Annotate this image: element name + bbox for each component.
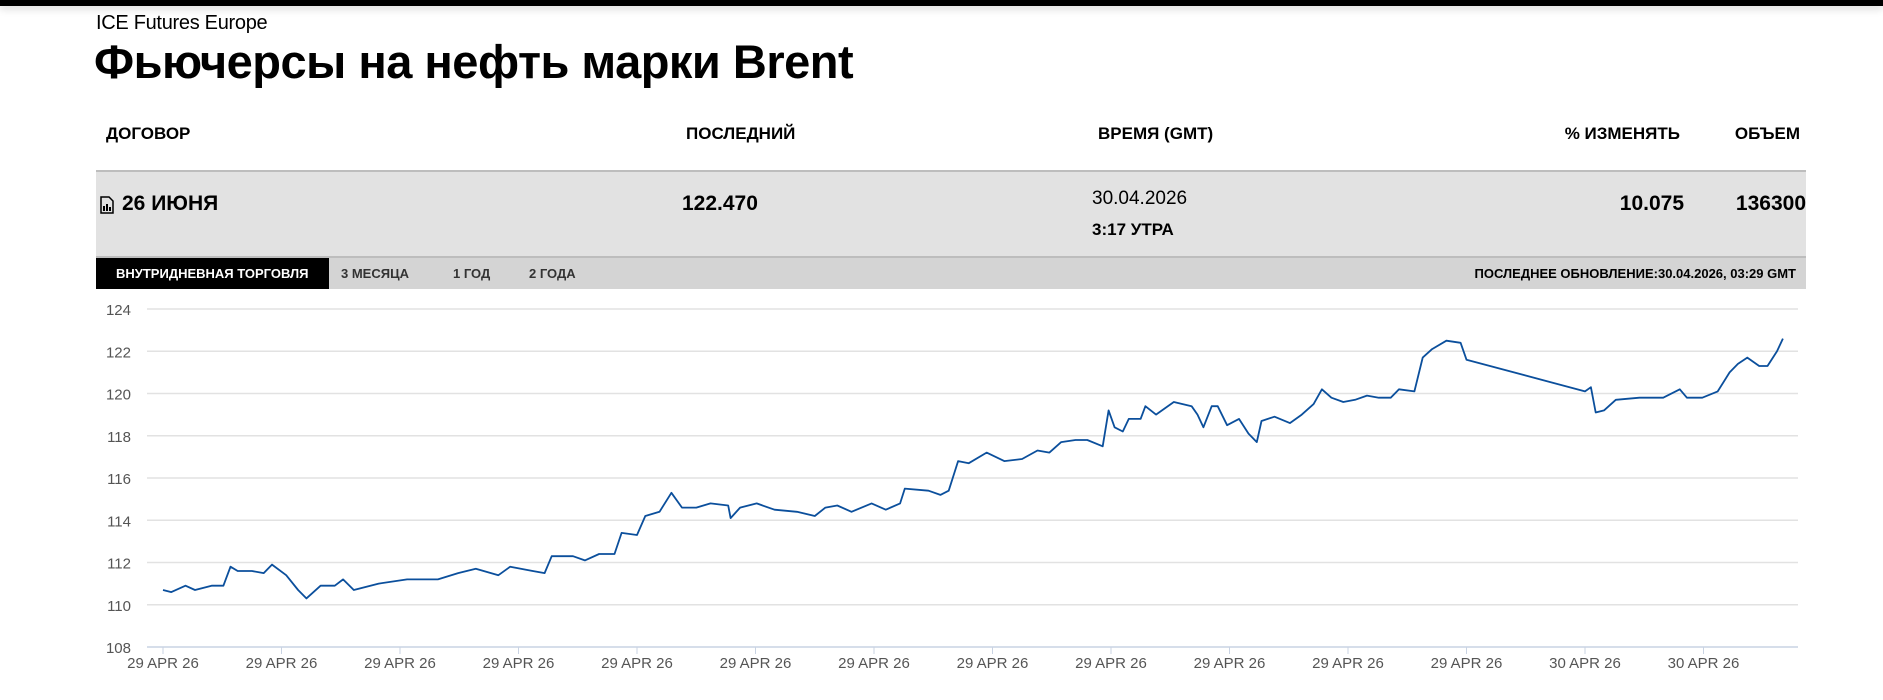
x-tick-label: 29 APR 26 <box>957 655 1029 672</box>
column-header-volume: ОБЪЕМ <box>1734 124 1800 143</box>
y-tick-label: 120 <box>106 387 131 404</box>
trade-date: 30.04.2026 <box>1092 188 1188 209</box>
column-header-last: ПОСЛЕДНИЙ <box>686 124 796 143</box>
column-header-contract: ДОГОВОР <box>106 124 191 143</box>
tab-3-months[interactable]: 3 МЕСЯЦА <box>341 266 409 281</box>
x-tick-label: 30 APR 26 <box>1668 655 1740 672</box>
y-tick-label: 110 <box>107 598 131 615</box>
percent-change: 10.075 <box>1619 192 1684 215</box>
tab-2-years[interactable]: 2 ГОДА <box>529 266 576 281</box>
x-tick-label: 29 APR 26 <box>1075 655 1147 672</box>
volume: 136300 <box>1735 192 1806 215</box>
y-tick-label: 122 <box>106 344 131 361</box>
y-tick-label: 112 <box>107 556 131 573</box>
x-tick-label: 29 APR 26 <box>838 655 910 672</box>
x-tick-label: 29 APR 26 <box>720 655 792 672</box>
price-line <box>162 338 1784 600</box>
chart-doc-icon[interactable] <box>100 196 114 219</box>
y-tick-label: 108 <box>106 640 131 657</box>
x-tick-label: 29 APR 26 <box>1431 655 1503 672</box>
last-price: 122.470 <box>682 192 758 215</box>
y-tick-label: 114 <box>107 513 131 530</box>
x-tick-label: 30 APR 26 <box>1549 655 1621 672</box>
trade-time: 3:17 УТРА <box>1092 220 1174 239</box>
x-tick-label: 29 APR 26 <box>246 655 318 672</box>
top-bar <box>0 0 1883 6</box>
column-header-change: % ИЗМЕНЯТЬ <box>1564 124 1680 143</box>
y-tick-label: 124 <box>106 302 131 319</box>
column-header-time: ВРЕМЯ (GMT) <box>1098 124 1214 143</box>
x-tick-label: 29 APR 26 <box>483 655 555 672</box>
contract-name[interactable]: 26 ИЮНЯ <box>122 192 219 215</box>
tab-1-year[interactable]: 1 ГОД <box>453 266 491 281</box>
tab-intraday[interactable]: ВНУТРИДНЕВНАЯ ТОРГОВЛЯ <box>96 258 329 289</box>
range-tabs: ВНУТРИДНЕВНАЯ ТОРГОВЛЯ 3 МЕСЯЦА 1 ГОД 2 … <box>96 258 1806 289</box>
y-tick-label: 116 <box>107 471 131 488</box>
last-update: ПОСЛЕДНЕЕ ОБНОВЛЕНИЕ:30.04.2026, 03:29 G… <box>1474 266 1797 281</box>
page-title: Фьючерсы на нефть марки Brent <box>94 35 854 88</box>
x-tick-label: 29 APR 26 <box>364 655 436 672</box>
x-tick-label: 29 APR 26 <box>1312 655 1384 672</box>
x-tick-label: 29 APR 26 <box>127 655 199 672</box>
x-tick-label: 29 APR 26 <box>1194 655 1266 672</box>
exchange-name: ICE Futures Europe <box>96 12 268 34</box>
y-tick-label: 118 <box>107 429 131 446</box>
table-row: 26 ИЮНЯ 122.470 30.04.2026 3:17 УТРА 10.… <box>96 170 1806 258</box>
x-tick-label: 29 APR 26 <box>601 655 673 672</box>
